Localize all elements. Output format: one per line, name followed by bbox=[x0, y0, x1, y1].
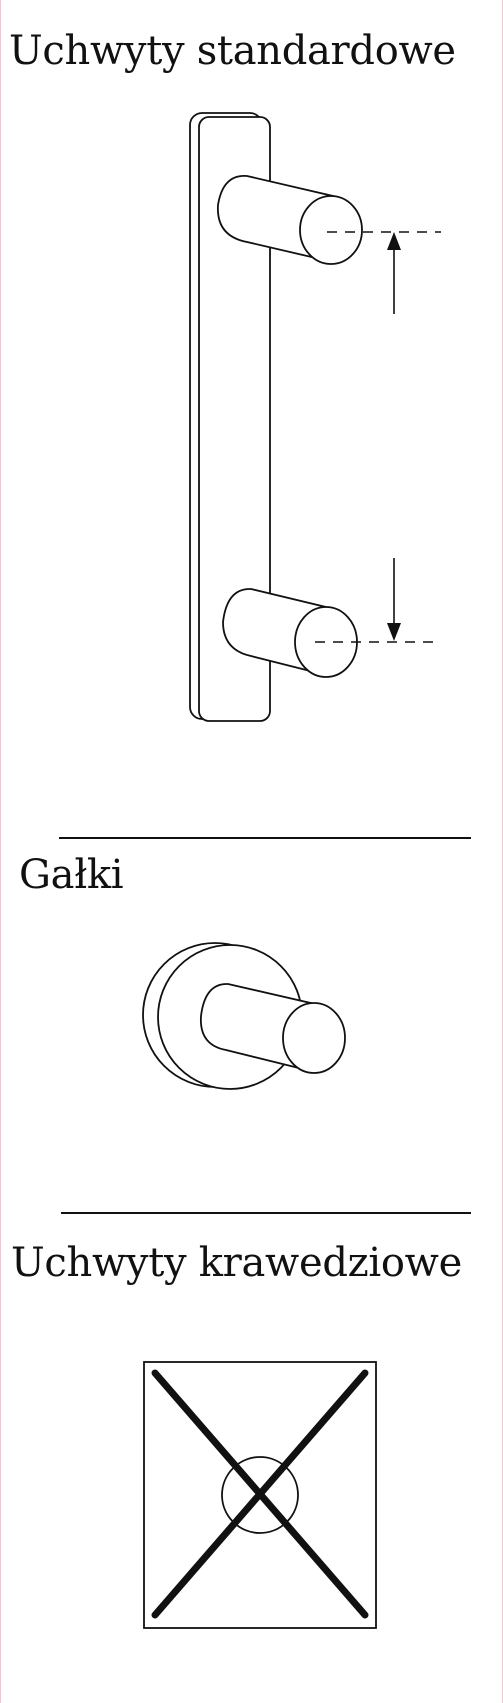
knob-face bbox=[282, 1002, 346, 1074]
section-title-edge-handles: Uchwyty krawedziowe bbox=[11, 1240, 462, 1286]
handle-bar-front bbox=[198, 116, 271, 722]
top-post bbox=[217, 175, 363, 265]
divider-2 bbox=[61, 1212, 471, 1214]
cross-out-line-2 bbox=[151, 1369, 369, 1619]
section-title-standard-handles: Uchwyty standardowe bbox=[9, 28, 456, 74]
standard-handle-illustration bbox=[189, 112, 441, 722]
up-arrow-head bbox=[387, 232, 401, 250]
down-arrow-head bbox=[387, 623, 401, 641]
edge-handle-circle bbox=[221, 1456, 299, 1534]
bottom-post bbox=[222, 588, 358, 678]
forbidden-frame bbox=[143, 1361, 377, 1629]
divider-1 bbox=[59, 837, 471, 839]
section-title-knobs: Gałki bbox=[19, 852, 124, 898]
knob-illustration bbox=[142, 942, 346, 1090]
